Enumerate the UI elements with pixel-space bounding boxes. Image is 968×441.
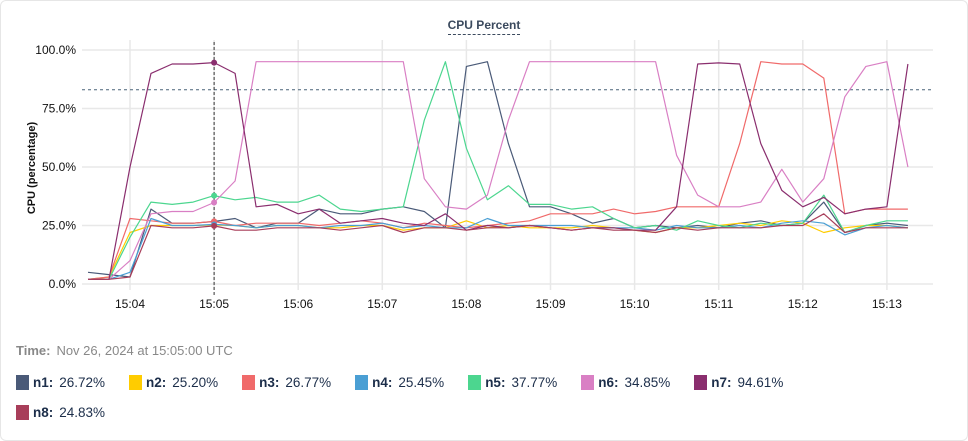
legend-series-name: n6: — [598, 374, 619, 390]
time-value: Nov 26, 2024 at 15:05:00 UTC — [56, 343, 233, 358]
hover-point-n7 — [211, 59, 218, 66]
legend-series-value: 25.45% — [398, 374, 445, 390]
legend-item-n7[interactable]: n7: 94.61% — [694, 373, 783, 391]
chart-title[interactable]: CPU Percent — [0, 16, 968, 35]
hover-point-n6 — [211, 199, 218, 206]
legend-swatch — [694, 374, 708, 390]
y-tick-label: 25.0% — [42, 219, 76, 233]
legend-swatch — [129, 374, 143, 390]
legend-series-name: n3: — [259, 374, 280, 390]
x-tick-label: 15:09 — [535, 297, 565, 311]
legend-swatch — [16, 374, 29, 390]
legend-swatch — [355, 374, 369, 390]
x-tick-label: 15:04 — [115, 297, 145, 311]
series-line-n2 — [87, 220, 908, 280]
legend-item-n8[interactable]: n8: 24.83% — [16, 403, 105, 421]
x-tick-label: 15:13 — [872, 297, 902, 311]
y-tick-label: 100.0% — [35, 43, 76, 57]
series-line-n7 — [88, 61, 909, 280]
chart-title-text[interactable]: CPU Percent — [447, 18, 521, 35]
legend-item-n4[interactable]: n4: 25.45% — [355, 373, 444, 391]
legend-series-value: 25.20% — [172, 374, 219, 390]
legend-series-value: 37.77% — [511, 374, 558, 390]
legend-series-name: n7: — [711, 374, 732, 390]
x-tick-label: 15:05 — [199, 297, 229, 311]
legend-series-value: 26.72% — [59, 374, 106, 390]
legend-series-name: n5: — [485, 374, 506, 390]
legend: n1: 26.72% n2: 25.20% n3: 26.77% n4: 25.45% n5: 3… — [16, 373, 916, 421]
series-line-n6 — [88, 61, 909, 280]
legend-swatch — [581, 374, 595, 390]
legend-swatch — [242, 374, 256, 390]
series-line-n5 — [88, 61, 908, 280]
legend-item-n5[interactable]: n5: 37.77% — [468, 373, 557, 391]
y-tick-label: 0.0% — [49, 277, 77, 291]
series-line-n4 — [88, 217, 908, 280]
x-tick-label: 15:10 — [620, 297, 650, 311]
legend-swatch — [468, 374, 482, 390]
x-tick-label: 15:06 — [283, 297, 313, 311]
x-tick-label: 15:12 — [788, 297, 818, 311]
legend-item-n3[interactable]: n3: 26.77% — [242, 373, 331, 391]
legend-series-value: 94.61% — [737, 374, 784, 390]
time-label: Time: — [16, 343, 51, 358]
legend-series-name: n1: — [33, 374, 54, 390]
legend-series-name: n4: — [372, 374, 393, 390]
legend-series-value: 34.85% — [624, 374, 671, 390]
hover-point-n8 — [211, 222, 218, 229]
legend-series-value: 26.77% — [285, 374, 332, 390]
hover-point-n5 — [211, 192, 218, 199]
legend-series-name: n8: — [33, 404, 54, 420]
legend-item-n2[interactable]: n2: 25.20% — [129, 373, 218, 391]
legend-series-name: n2: — [146, 374, 167, 390]
x-tick-label: 15:08 — [451, 297, 481, 311]
legend-swatch — [16, 404, 29, 420]
y-tick-label: 75.0% — [42, 102, 76, 116]
series-line-n1 — [87, 61, 908, 278]
legend-series-value: 24.83% — [59, 404, 106, 420]
legend-item-n6[interactable]: n6: 34.85% — [581, 373, 670, 391]
series-line-n3 — [87, 61, 908, 280]
legend-item-n1[interactable]: n1: 26.72% — [16, 373, 105, 391]
x-tick-label: 15:11 — [704, 297, 733, 311]
y-tick-label: 50.0% — [42, 160, 76, 174]
plot-area[interactable]: 0.0% 25.0% 50.0% 75.0% 100.0% 15:04 15:05 15:06… — [0, 0, 968, 330]
hover-time: Time: Nov 26, 2024 at 15:05:00 UTC — [16, 343, 233, 358]
series-line-n8 — [88, 213, 908, 280]
x-tick-label: 15:07 — [367, 297, 397, 311]
